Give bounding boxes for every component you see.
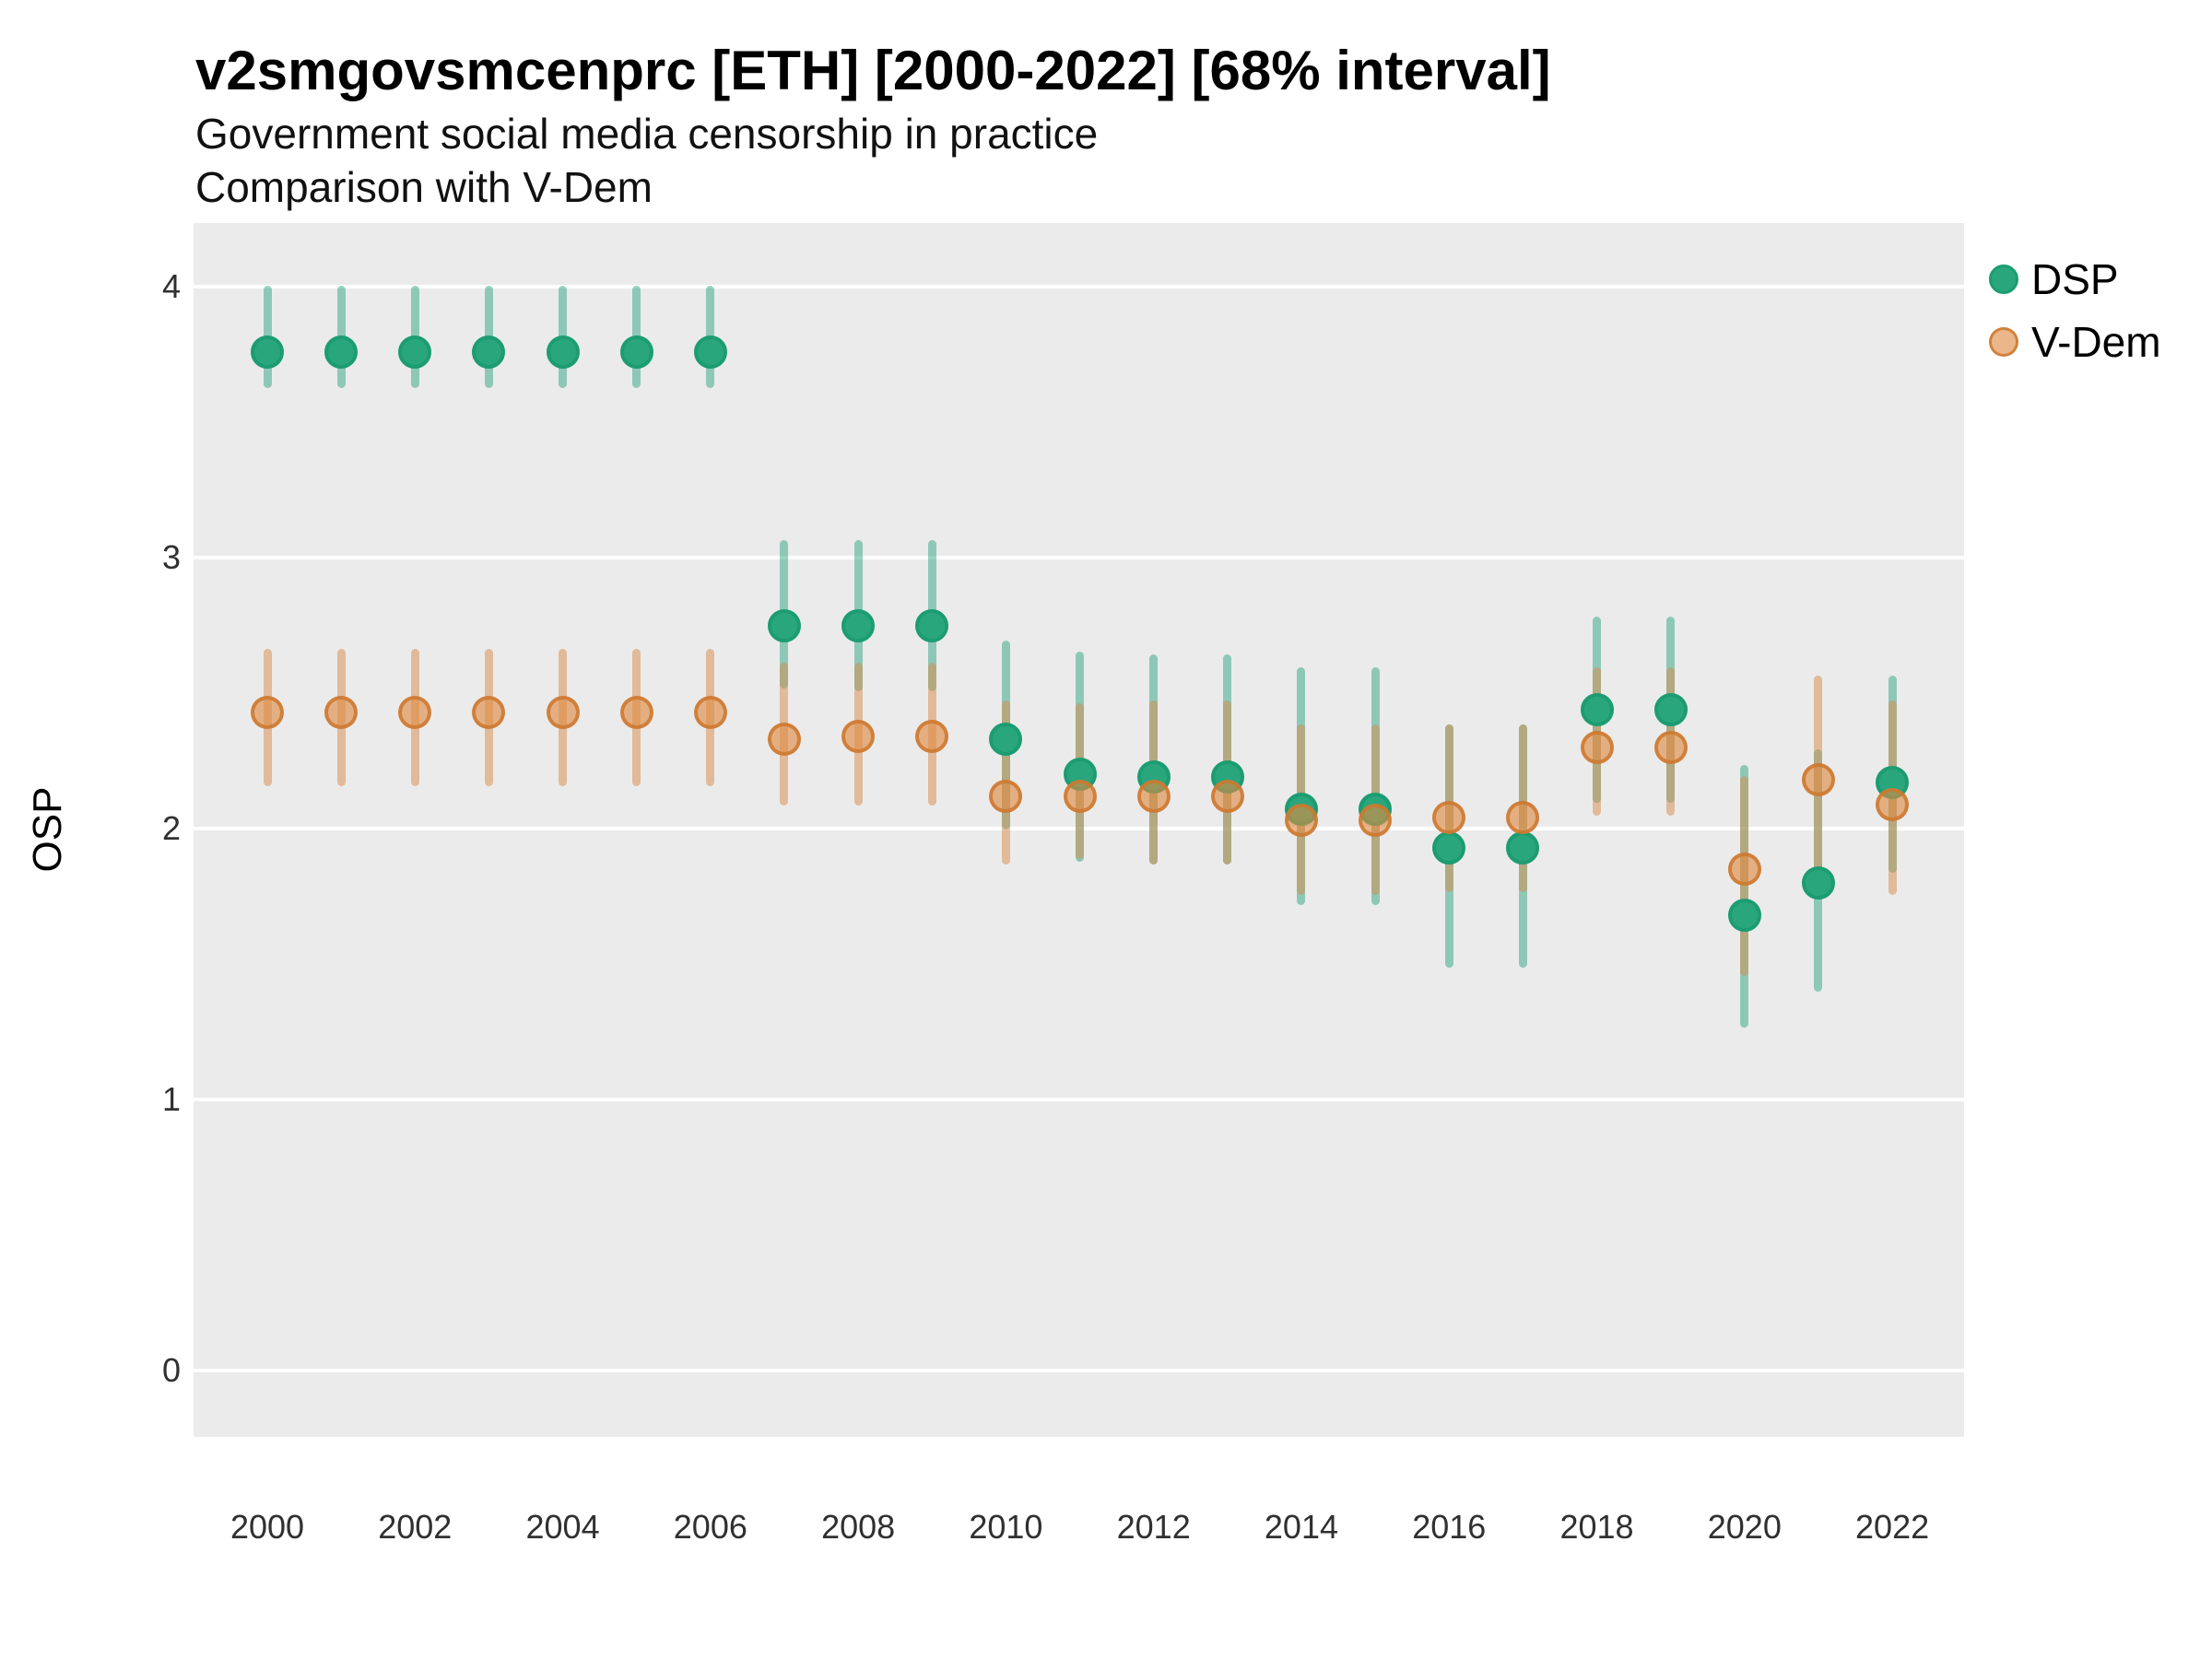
vdem-point-2000 <box>251 695 284 729</box>
vdem-point-2020 <box>1727 853 1761 887</box>
dsp-point-2001 <box>324 335 359 369</box>
vdem-point-2015 <box>1359 804 1393 838</box>
vdem-point-2012 <box>1136 779 1171 813</box>
dsp-point-2019 <box>1653 692 1688 726</box>
x-tick-label-2000: 2000 <box>229 1508 305 1546</box>
dsp-point-2020 <box>1727 899 1761 933</box>
dsp-point-2006 <box>693 335 727 369</box>
y-tick-label-4: 4 <box>161 267 181 305</box>
vdem-point-2022 <box>1876 787 1910 821</box>
y-tick-label-0: 0 <box>161 1351 181 1389</box>
dsp-legend-swatch <box>1989 265 2018 294</box>
dsp-point-2005 <box>619 335 653 369</box>
vdem-point-2016 <box>1432 801 1466 835</box>
y-tick-label-2: 2 <box>161 809 181 847</box>
dsp-point-2009 <box>915 608 949 642</box>
vdem-legend-swatch <box>1989 327 2018 357</box>
vdem-point-2017 <box>1506 801 1540 835</box>
vdem-point-2014 <box>1284 804 1318 838</box>
gridline-y-0 <box>194 1369 1964 1372</box>
dsp-point-2007 <box>767 608 801 642</box>
vdem-point-2019 <box>1653 730 1688 764</box>
legend: DSP V-Dem <box>1989 254 2161 367</box>
x-tick-label-2010: 2010 <box>969 1508 1043 1546</box>
y-axis-title: OSP <box>25 786 70 873</box>
x-tick-label-2012: 2012 <box>1116 1508 1191 1546</box>
x-tick-label-2002: 2002 <box>378 1508 453 1546</box>
legend-label-vdem: V-Dem <box>2031 318 2161 366</box>
vdem-point-2010 <box>989 779 1023 813</box>
x-tick-label-2014: 2014 <box>1264 1508 1338 1546</box>
dsp-point-2016 <box>1432 830 1466 865</box>
dsp-point-2002 <box>398 335 432 369</box>
gridline-y-1 <box>194 1098 1964 1101</box>
legend-item-vdem: V-Dem <box>1989 317 2161 367</box>
y-tick-label-3: 3 <box>161 538 181 576</box>
chart-subtitle-comparison: Comparison with V-Dem <box>195 163 653 211</box>
dsp-point-2000 <box>251 335 284 369</box>
gridline-y-3 <box>194 556 1964 559</box>
y-tick-label-1: 1 <box>161 1080 181 1118</box>
vdem-point-2008 <box>841 720 876 754</box>
x-tick-label-2022: 2022 <box>1855 1508 1930 1546</box>
x-tick-label-2008: 2008 <box>821 1508 896 1546</box>
dsp-point-2018 <box>1580 692 1614 726</box>
vdem-point-2002 <box>398 695 432 729</box>
x-tick-label-2018: 2018 <box>1559 1508 1634 1546</box>
vdem-point-2001 <box>324 695 359 729</box>
x-tick-label-2016: 2016 <box>1412 1508 1487 1546</box>
vdem-point-2006 <box>693 695 727 729</box>
vdem-point-2003 <box>472 695 506 729</box>
legend-item-dsp: DSP <box>1989 254 2161 304</box>
x-tick-label-2004: 2004 <box>525 1508 600 1546</box>
chart-subtitle: Government social media censorship in pr… <box>195 110 1099 158</box>
vdem-point-2009 <box>915 720 949 754</box>
vdem-point-2004 <box>546 695 580 729</box>
vdem-point-2018 <box>1580 730 1614 764</box>
vdem-point-2011 <box>1063 779 1097 813</box>
dsp-point-2004 <box>546 335 580 369</box>
dsp-point-2008 <box>841 608 876 642</box>
dsp-point-2003 <box>472 335 506 369</box>
x-tick-label-2020: 2020 <box>1707 1508 1782 1546</box>
dsp-point-2017 <box>1506 830 1540 865</box>
dsp-point-2010 <box>989 722 1023 756</box>
vdem-point-2005 <box>619 695 653 729</box>
vdem-point-2013 <box>1210 779 1244 813</box>
x-tick-label-2006: 2006 <box>673 1508 747 1546</box>
vdem-point-2007 <box>767 722 801 756</box>
legend-label-dsp: DSP <box>2031 255 2119 303</box>
vdem-point-2021 <box>1801 763 1835 797</box>
chart-title: v2smgovsmcenprc [ETH] [2000-2022] [68% i… <box>195 40 1551 101</box>
gridline-y-4 <box>194 285 1964 288</box>
plot-panel <box>194 223 1964 1437</box>
dsp-point-2021 <box>1801 865 1835 900</box>
